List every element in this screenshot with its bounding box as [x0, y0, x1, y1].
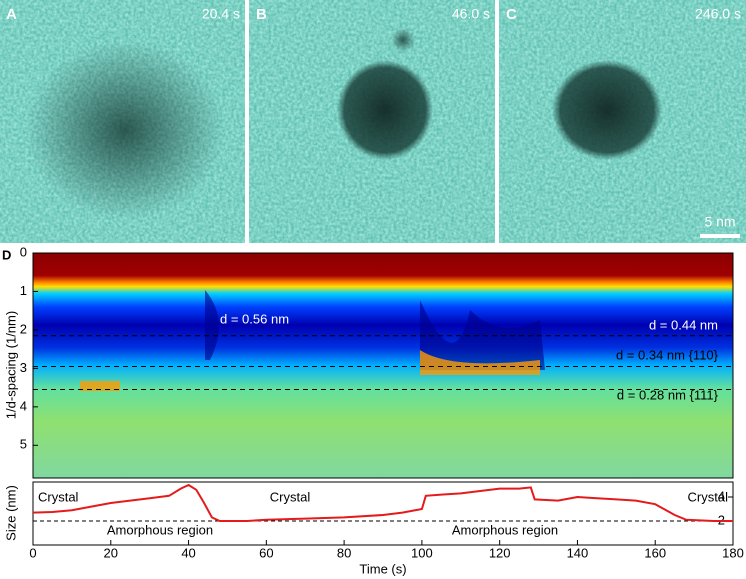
y-axis-label: 1/d-spacing (1/nm)	[3, 311, 18, 419]
annotation: Amorphous region	[452, 522, 558, 537]
panel-time: 246.0 s	[695, 6, 741, 22]
panel-label: A	[6, 6, 17, 23]
x-tick-label: 140	[567, 545, 589, 560]
panel-label: B	[256, 6, 267, 23]
y-tick-label: 3	[20, 360, 27, 375]
x-tick-label: 20	[104, 545, 118, 560]
micrographs: A 20.4 s B 46.0 s C 246.0 s 5 nm	[0, 0, 746, 243]
y-tick-label: 4	[718, 488, 725, 503]
x-tick-label: 100	[411, 545, 433, 560]
annotation: d = 0.44 nm	[649, 317, 718, 332]
particle	[337, 60, 433, 160]
scale-bar	[700, 234, 740, 238]
panel-label: D	[2, 247, 11, 262]
kymograph	[33, 253, 733, 478]
y-tick-label: 2	[20, 321, 27, 336]
annotation: Crystal	[270, 489, 311, 504]
x-tick-label: 80	[337, 545, 351, 560]
x-tick-label: 0	[29, 545, 36, 560]
panel-time: 46.0 s	[452, 6, 490, 22]
annotation: d = 0.56 nm	[220, 311, 289, 326]
y-axis-label: Size (nm)	[3, 485, 18, 541]
x-axis-label: Time (s)	[359, 561, 406, 576]
panel-label: C	[506, 6, 517, 23]
annotation: d = 0.28 nm {111}	[617, 387, 719, 402]
particle	[25, 40, 225, 220]
kymograph-frame	[32, 252, 734, 479]
x-tick-label: 60	[259, 545, 273, 560]
x-tick-label: 160	[644, 545, 666, 560]
scale-bar-label: 5 nm	[704, 214, 735, 230]
y-tick-label: 1	[20, 283, 27, 298]
particle	[552, 60, 662, 160]
annotation: Amorphous region	[107, 522, 213, 537]
annotation: d = 0.34 nm {110}	[616, 347, 719, 362]
size-frame	[32, 481, 734, 546]
panel-time: 20.4 s	[202, 6, 240, 22]
x-tick-label: 180	[722, 545, 744, 560]
y-tick-label: 2	[718, 512, 725, 527]
y-tick-label: 0	[20, 244, 27, 259]
size-line	[32, 483, 733, 522]
x-tick-label: 120	[489, 545, 511, 560]
kymograph-feature	[80, 350, 540, 391]
annotation: Crystal	[688, 489, 729, 504]
y-tick-label: 4	[20, 398, 27, 413]
x-tick-label: 40	[181, 545, 195, 560]
kymograph-feature	[205, 290, 545, 370]
particle	[391, 28, 415, 52]
y-tick-label: 5	[20, 437, 27, 452]
annotation: Crystal	[38, 489, 79, 504]
